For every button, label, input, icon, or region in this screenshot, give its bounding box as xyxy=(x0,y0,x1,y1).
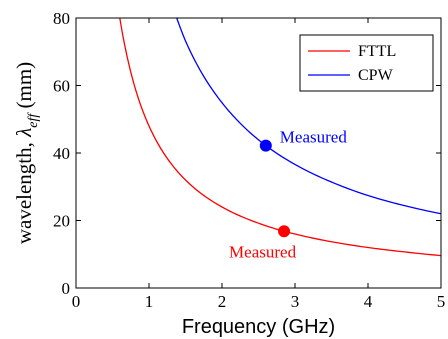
measured-annotations: Measured Measured xyxy=(229,128,347,262)
series-line-fttl xyxy=(119,17,442,257)
x-tick-label: 5 xyxy=(437,292,446,311)
x-axis-title: Frequency (GHz) xyxy=(182,316,335,338)
axis-tick-labels: 0 1 2 3 4 5 0 20 40 60 80 xyxy=(53,9,445,311)
y-tick-label: 20 xyxy=(53,212,70,231)
y-axis-title-subscript: eff xyxy=(26,112,41,128)
y-tick-label: 40 xyxy=(53,144,70,163)
y-axis-title-suffix: (mm) xyxy=(12,62,36,114)
x-tick-label: 3 xyxy=(291,292,300,311)
measured-label-cpw: Measured xyxy=(280,128,348,147)
measured-marker-cpw xyxy=(259,139,272,152)
y-axis-title: wavelength, λeff (mm) xyxy=(12,62,41,244)
legend-box xyxy=(299,34,434,92)
y-tick-label: 80 xyxy=(53,9,70,28)
x-tick-label: 1 xyxy=(145,292,154,311)
y-tick-label: 0 xyxy=(62,279,71,298)
legend: FTTL CPW xyxy=(299,34,434,92)
x-tick-label: 4 xyxy=(364,292,373,311)
legend-label-cpw: CPW xyxy=(358,67,394,84)
measured-markers xyxy=(259,139,291,238)
measured-label-fttl: Measured xyxy=(229,242,297,261)
x-tick-label: 2 xyxy=(218,292,227,311)
axis-ticks xyxy=(75,17,442,289)
y-tick-label: 60 xyxy=(53,77,70,96)
legend-label-fttl: FTTL xyxy=(358,43,396,60)
y-axis-title-prefix: wavelength, xyxy=(12,137,36,244)
x-tick-label: 0 xyxy=(72,292,81,311)
y-axis-title-symbol: λ xyxy=(12,128,36,138)
measured-marker-fttl xyxy=(278,225,291,238)
